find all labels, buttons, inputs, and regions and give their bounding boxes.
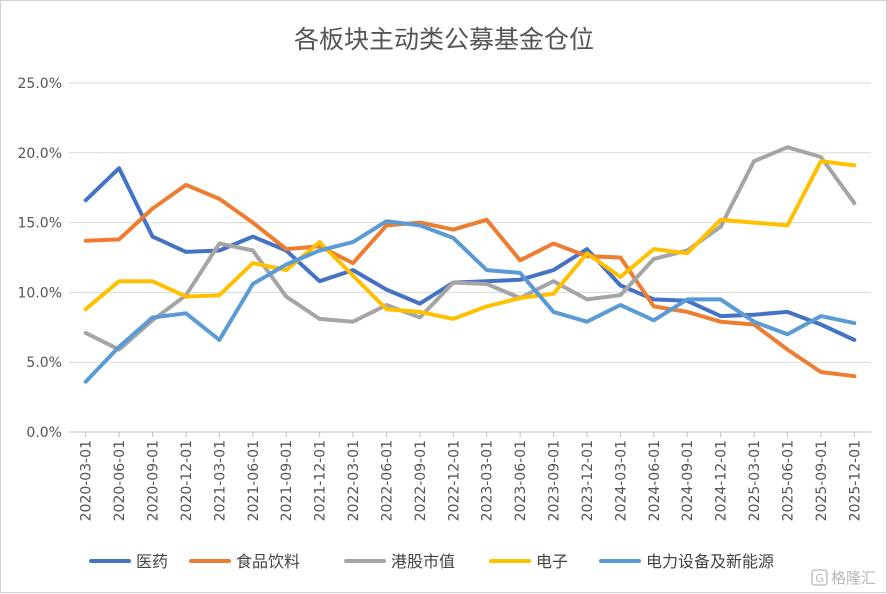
gridlines <box>69 82 871 433</box>
y-tick-label: 15.0% <box>18 216 62 232</box>
x-tick-label: 2025-09-01 <box>814 440 830 521</box>
series-line <box>83 145 857 352</box>
series-line <box>83 219 857 384</box>
x-tick-label: 2020-09-01 <box>146 440 162 521</box>
x-tick-label: 2024-03-01 <box>613 440 629 521</box>
x-tick-label: 2024-09-01 <box>680 440 696 521</box>
legend-label: 食品饮料 <box>236 552 300 571</box>
legend: 医药 食品饮料 港股市值 电子 电力设备及新能源 <box>89 552 774 571</box>
y-tick-label: 0.0% <box>26 425 62 441</box>
x-tick-label: 2020-12-01 <box>179 440 195 521</box>
x-tick-label: 2025-06-01 <box>780 440 796 521</box>
y-tick-label: 5.0% <box>26 355 62 371</box>
x-tick-label: 2022-06-01 <box>379 440 395 521</box>
x-tick-label: 2020-03-01 <box>79 440 95 521</box>
x-tick-label: 2022-12-01 <box>446 440 462 521</box>
x-tick-label: 2022-03-01 <box>346 440 362 521</box>
legend-label: 医药 <box>136 552 168 571</box>
legend-label: 电力设备及新能源 <box>646 552 774 571</box>
series-line <box>83 182 857 379</box>
x-tick-label: 2023-09-01 <box>547 440 563 521</box>
x-tick-label: 2023-12-01 <box>580 440 596 521</box>
g-logo-icon <box>811 569 828 586</box>
x-tick-label: 2023-03-01 <box>480 440 496 521</box>
x-tick-label: 2025-03-01 <box>747 440 763 521</box>
x-tick-label: 2021-06-01 <box>246 440 262 521</box>
x-tick-label: 2025-12-01 <box>847 440 863 521</box>
y-axis: 0.0% 5.0% 10.0% 15.0% 20.0% 25.0% <box>18 76 62 441</box>
y-tick-label: 25.0% <box>18 76 62 92</box>
watermark: G 格隆汇 <box>811 569 876 587</box>
chart-title: 各板块主动类公募基金仓位 <box>294 25 594 54</box>
series-lines <box>83 145 857 384</box>
x-tick-label: 2021-12-01 <box>313 440 329 521</box>
x-axis: 2020-03-01 2020-06-01 2020-09-01 2020-12-01… <box>79 432 863 521</box>
x-tick-label: 2021-09-01 <box>279 440 295 521</box>
x-tick-label: 2023-06-01 <box>513 440 529 521</box>
legend-label: 港股市值 <box>391 552 455 571</box>
x-tick-label: 2024-12-01 <box>714 440 730 521</box>
x-tick-label: 2020-06-01 <box>112 440 128 521</box>
g-logo-glyph: G <box>815 572 824 585</box>
x-tick-label: 2024-06-01 <box>647 440 663 521</box>
series-line <box>83 159 857 321</box>
y-tick-label: 20.0% <box>18 146 62 162</box>
watermark-text: 格隆汇 <box>831 569 876 587</box>
legend-label: 电子 <box>536 552 568 571</box>
y-tick-label: 10.0% <box>18 285 62 301</box>
x-tick-label: 2022-09-01 <box>413 440 429 521</box>
x-tick-label: 2021-03-01 <box>212 440 228 521</box>
